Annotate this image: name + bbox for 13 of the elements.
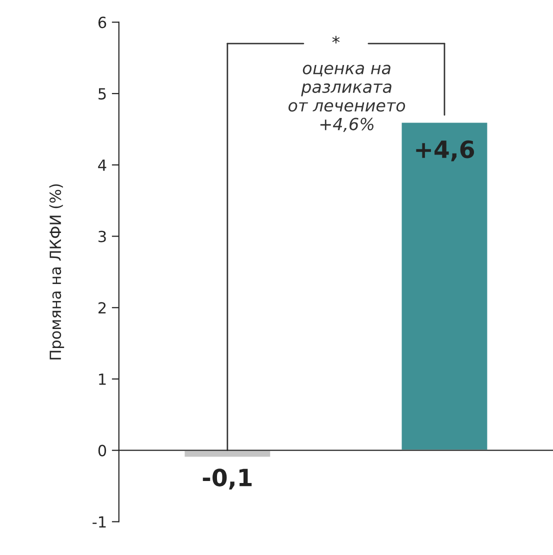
y-tick-label: 6 xyxy=(98,16,106,28)
annotation: * xyxy=(332,36,340,44)
y-tick-label: 2 xyxy=(98,302,106,314)
data-label: +4,6 xyxy=(416,140,474,162)
y-tick-label: 4 xyxy=(98,160,106,171)
data-label: -0,1 xyxy=(202,468,252,490)
y-tick-label: -1 xyxy=(92,516,106,528)
y-tick-label: 5 xyxy=(98,88,106,100)
annotation: оценка на разликата от лечението +4,6% xyxy=(288,64,406,132)
y-tick-label: 3 xyxy=(98,230,106,242)
y-tick-label: 0 xyxy=(98,444,106,456)
y-axis-title: Промяна на ЛКФИ (%) xyxy=(49,184,64,360)
y-tick-label: 1 xyxy=(99,374,106,385)
